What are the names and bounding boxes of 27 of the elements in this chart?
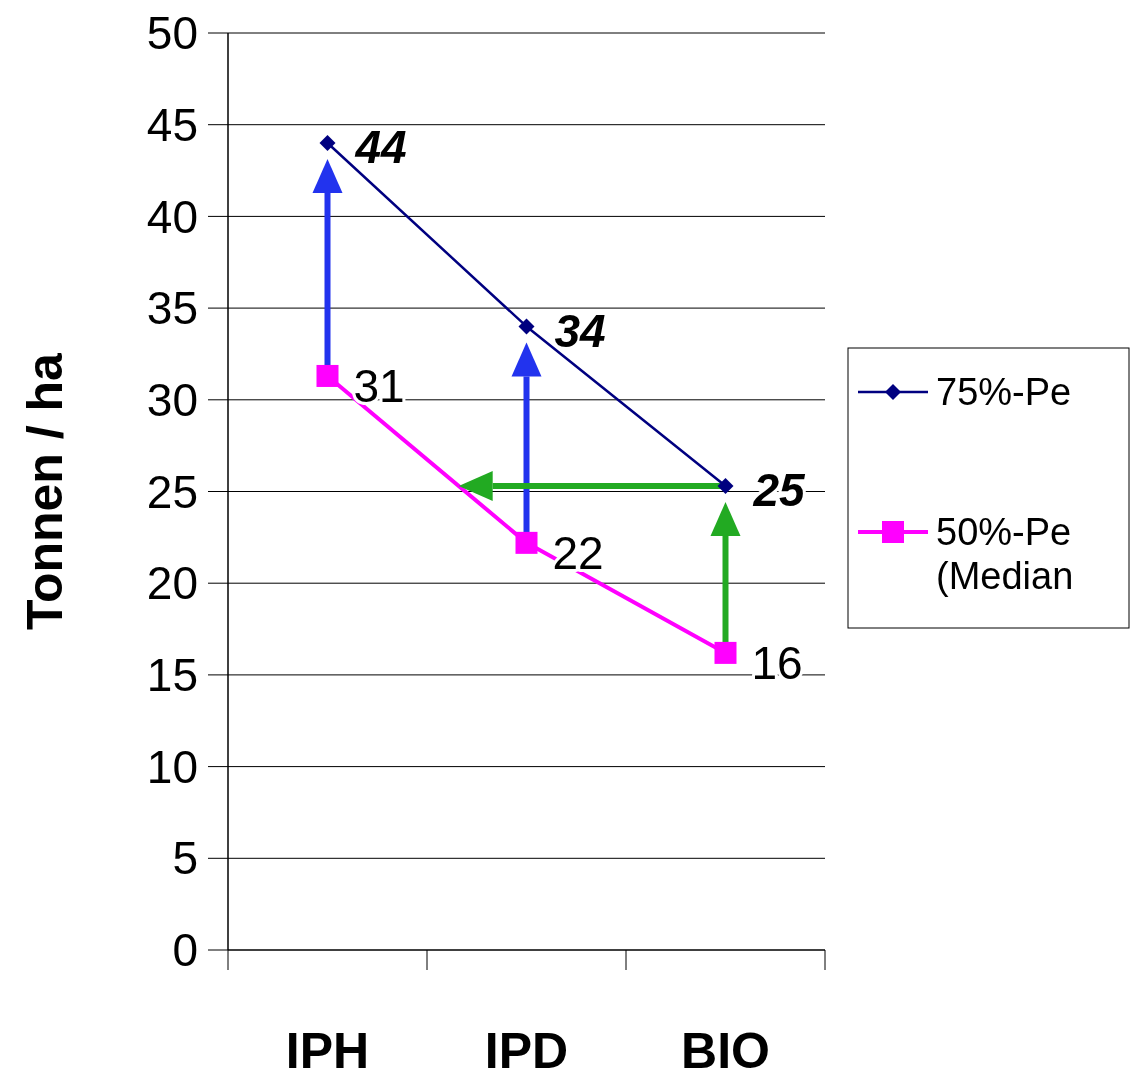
data-label: 22	[552, 526, 604, 579]
x-tick-label: IPD	[484, 1023, 569, 1074]
y-axis-title: Tonnen / ha	[17, 351, 73, 630]
x-tick-label: BIO	[681, 1023, 770, 1074]
point	[717, 478, 734, 494]
y-tick-label: 10	[146, 740, 198, 793]
point	[319, 135, 336, 152]
y-tick-label: 0	[172, 924, 198, 977]
point	[714, 641, 737, 664]
y-tick-label: 40	[146, 190, 198, 243]
y-tick-label: 15	[146, 649, 198, 701]
data-label: 34	[554, 304, 606, 357]
data-label: 44	[354, 121, 407, 174]
x-tick-label: IPH	[285, 1023, 370, 1074]
data-label: 31	[353, 360, 405, 413]
y-tick-label: 35	[146, 282, 198, 335]
y-tick-label: 45	[146, 98, 198, 151]
legend-label: 75%-Pe	[936, 371, 1072, 414]
y-tick-label: 50	[146, 7, 198, 60]
point	[515, 531, 538, 554]
y-tick-label: 25	[146, 465, 198, 518]
point	[316, 364, 339, 387]
y-tick-label: 30	[146, 373, 198, 426]
legend-label: 50%-Pe (Median	[936, 511, 1074, 597]
y-tick-label: 20	[146, 557, 198, 610]
point	[518, 318, 535, 335]
y-tick-label: 5	[172, 832, 198, 885]
